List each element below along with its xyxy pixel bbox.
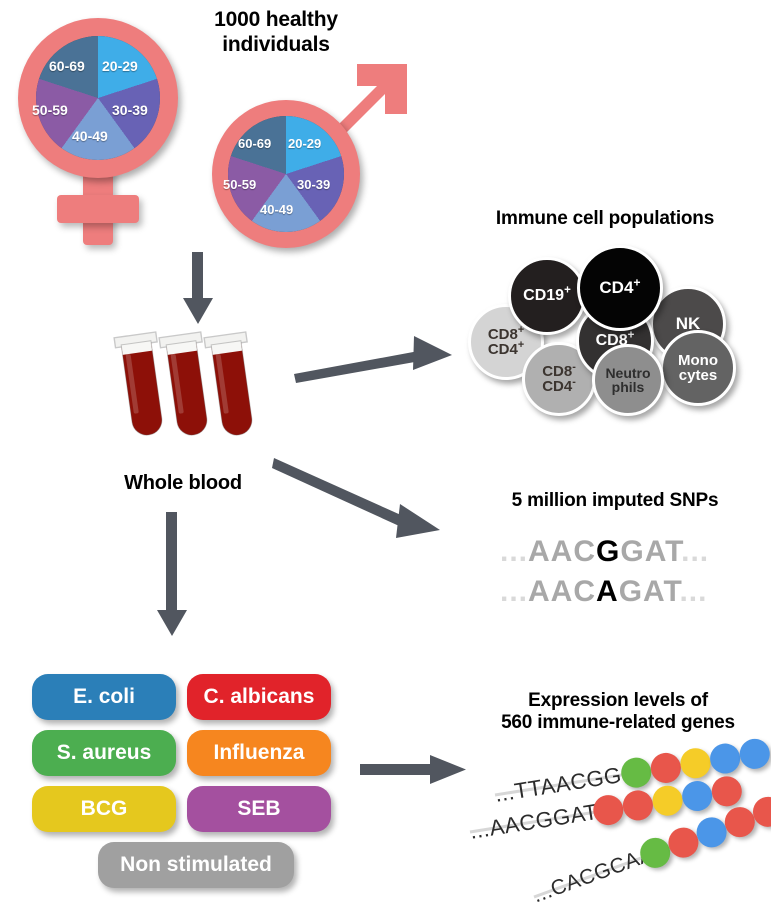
stimulus-influenza[interactable]: Influenza [187,730,331,776]
gene-bead [678,746,713,781]
cell-label-cd8neg-cd4neg: CD8- CD4- [542,360,576,395]
snp2-variant-allele: A [596,575,619,608]
cell-nk: NK [650,286,726,362]
gene-bead [648,750,684,786]
gene-bead [680,778,715,814]
stimulus-non-stimulated[interactable]: Non stimulated [98,842,294,888]
male-age-pie [228,116,344,232]
snp2-suffix: GAT [618,575,680,608]
pie-label-30-39: 30-39 [112,102,148,118]
stimulus-label-c-albicans: C. albicans [203,685,315,708]
pie-slice-group-male [228,116,344,232]
pie-label-male-40-49: 40-49 [260,202,294,217]
expression-title-line1: Expression levels of [528,690,708,711]
gene-strand-2-sequence: ...AACGGAT [467,798,600,844]
snps-title: 5 million imputed SNPs [511,490,719,511]
stimulus-c-albicans[interactable]: C. albicans [187,674,331,720]
stimulus-label-seb: SEB [237,797,281,820]
female-age-pie [36,36,160,160]
snp1-suffix: GAT [620,535,682,568]
cohort-title-line1: 1000 healthy [214,8,338,31]
cell-label-neutrophils: Neutro phils [605,364,651,395]
arrow-cohort-to-blood [178,252,218,328]
snp-sequence-row-1: ...AACGGAT... [500,535,709,569]
stimulus-label-bcg: BCG [80,797,128,820]
cell-cd4pos: CD4+ [577,245,663,331]
cell-label-cd8pos-cd4pos: CD8+ CD4+ [487,323,525,358]
gene-bead [620,788,656,823]
gene-strand-3-sequence: ...CACGCAA [529,842,657,908]
male-symbol: 20-29 30-39 40-49 50-59 60-69 [200,48,425,253]
cell-label-nk: NK [675,314,701,334]
cell-cd19pos: CD19+ [508,257,586,335]
cohort-title-line2: individuals [222,32,330,56]
pie-slice-group-female [36,36,160,160]
cell-monocytes: Mono cytes [660,330,736,406]
stimulus-e-coli[interactable]: E. coli [32,674,176,720]
arrow-blood-to-stimuli [152,512,192,640]
immune-title: Immune cell populations [495,208,715,229]
snp2-trail: ... [679,575,708,608]
stimulus-label-non-stimulated: Non stimulated [120,853,272,876]
arrow-blood-to-snps [272,452,454,552]
stimulus-seb[interactable]: SEB [187,786,331,832]
pie-label-40-49: 40-49 [72,128,108,144]
expression-title: Expression levels of 560 immune-related … [468,690,768,735]
whole-blood-group [105,330,270,445]
snp1-prefix: AAC [528,535,597,568]
stimulus-label-influenza: Influenza [213,741,305,764]
cell-label-cd19pos: CD19+ [523,284,571,304]
gene-bead [650,783,685,818]
cohort-title: 1000 healthy individuals [176,8,376,58]
pie-label-male-60-69: 60-69 [238,136,272,151]
pie-label-20-29: 20-29 [102,58,138,74]
arrow-blood-to-immune [292,330,460,383]
pie-label-male-20-29: 20-29 [288,136,322,151]
pie-label-60-69: 60-69 [49,58,85,74]
snp1-lead: ... [500,535,529,568]
gene-bead [619,755,654,790]
gene-bead [707,741,743,776]
snp1-trail: ... [681,535,710,568]
snp2-prefix: AAC [528,575,597,608]
expression-title-line2: 560 immune-related genes [501,712,735,734]
whole-blood-label: Whole blood [124,472,242,494]
cell-label-monocytes: Mono cytes [678,351,718,384]
pie-label-male-30-39: 30-39 [297,177,331,192]
cell-neutrophils: Neutro phils [592,344,664,416]
snp2-lead: ... [500,575,529,608]
snp1-variant-allele: G [596,535,621,568]
immune-cell-cluster: CD8+ CD4+ CD19+ CD4+ NK CD8+ CD8- CD4- Neu… [460,240,760,420]
cell-label-cd4pos: CD4+ [599,275,641,298]
arrow-stimuli-to-expression [360,752,470,788]
stimulus-label-s-aureus: S. aureus [56,741,152,764]
snp-sequence-row-2: ...AACAGAT... [500,575,707,609]
stimulus-bcg[interactable]: BCG [32,786,176,832]
stimulus-label-e-coli: E. coli [73,685,135,708]
gene-bead [737,736,771,772]
female-symbol: 20-29 30-39 40-49 50-59 60-69 [10,10,185,250]
pie-label-50-59: 50-59 [32,102,68,118]
stimulus-s-aureus[interactable]: S. aureus [32,730,176,776]
female-symbol-cross-bar [57,195,139,223]
pie-label-male-50-59: 50-59 [223,177,257,192]
